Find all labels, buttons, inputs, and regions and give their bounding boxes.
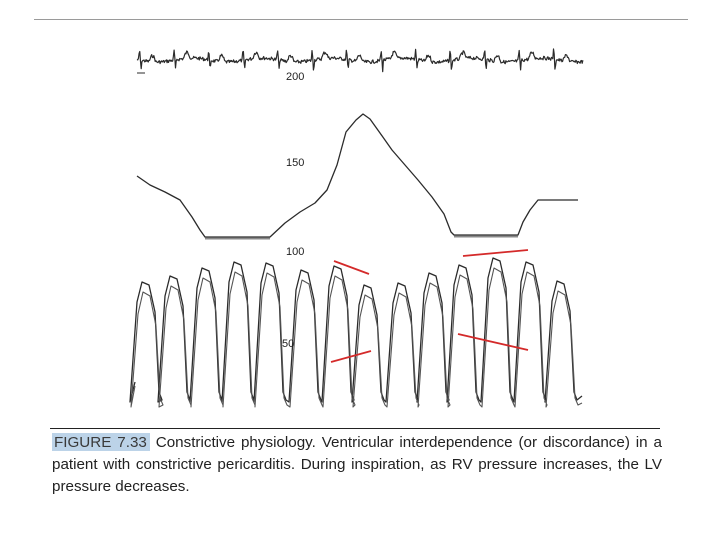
tick-label-150: 150 <box>286 157 304 169</box>
pressure-tracing-figure: 200 150 100 50 <box>129 48 584 408</box>
tick-label-100: 100 <box>286 246 304 258</box>
lv-pressure-line <box>129 257 583 403</box>
caption-line-1: Constrictive physiology. Ventricular int… <box>155 434 648 451</box>
tick-label-50: 50 <box>282 338 294 350</box>
ventricular-pressure-traces <box>129 257 583 408</box>
caption-line-2: a patient with constrictive pericarditis… <box>52 434 662 473</box>
figure-caption: FIGURE 7.33 Constrictive physiology. Ven… <box>52 432 662 498</box>
annotation-line-expiration-top <box>333 260 370 275</box>
tick-label-200: 200 <box>286 71 304 83</box>
respiratory-trace <box>136 113 578 240</box>
top-divider <box>34 19 688 20</box>
caption-line-3: the LV pressure decreases. <box>52 456 662 495</box>
ecg-trace <box>136 48 584 74</box>
figure-label: FIGURE 7.33 <box>52 433 150 451</box>
rv-pressure-line <box>130 267 583 408</box>
annotation-line-inspiration-bottom <box>457 333 529 351</box>
annotation-line-expiration-bottom <box>330 350 372 363</box>
annotation-line-inspiration-top <box>462 249 529 257</box>
respiratory-line <box>136 113 578 238</box>
ecg-line <box>136 48 584 73</box>
red-annotation-lines <box>330 249 529 363</box>
caption-divider <box>50 428 660 429</box>
